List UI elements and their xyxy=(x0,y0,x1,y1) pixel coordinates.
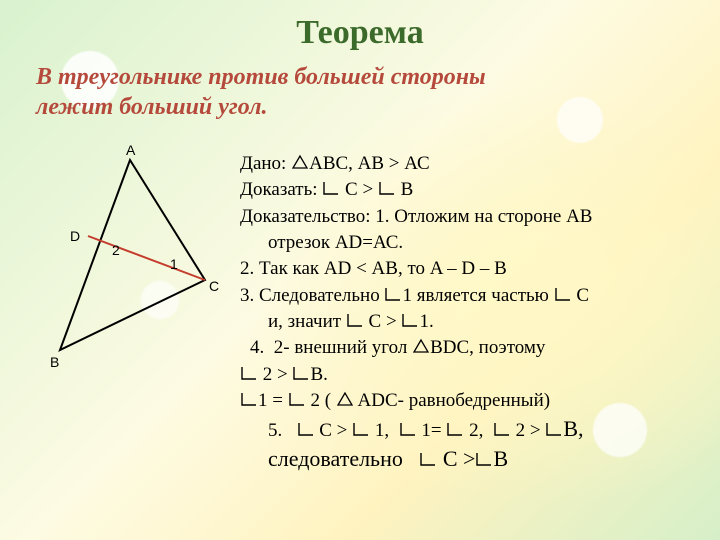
proof-4c: 1 = 2 ( ADC- равнобедренный) xyxy=(240,389,702,413)
triangle-diagram: A B C D 1 2 xyxy=(20,150,230,370)
proof-1a: Доказательство: 1. Отложим на стороне АВ xyxy=(240,205,702,229)
label-angle-2: 2 xyxy=(112,242,120,258)
proof-5b: следовательно С >В xyxy=(240,445,702,473)
proof-3a: 3. Следовательно 1 является частью С xyxy=(240,284,702,308)
proof-4b: 2 > В. xyxy=(240,363,702,387)
slide-title: Теорема xyxy=(0,0,720,52)
label-b: B xyxy=(50,354,59,370)
label-a: A xyxy=(126,142,135,158)
label-d: D xyxy=(70,228,80,244)
segment-dc xyxy=(88,236,205,280)
statement-line-2: лежит больший угол. xyxy=(36,94,268,120)
proof-3b: и, значит С > 1. xyxy=(240,310,702,334)
proof-body: Дано: АВС, АВ > АС Доказать: С > В Доказ… xyxy=(240,152,702,476)
proof-4a: 4. 2- внешний угол BDC, поэтому xyxy=(240,336,702,360)
diagram-svg xyxy=(20,150,230,370)
prove-line: Доказать: С > В xyxy=(240,178,702,202)
statement-line-1: В треугольнике против большей стороны xyxy=(36,64,486,90)
theorem-statement: В треугольнике против большей стороны ле… xyxy=(0,52,720,126)
proof-5a: 5. С > 1, 1= 2, 2 > В, xyxy=(240,415,702,443)
given-line: Дано: АВС, АВ > АС xyxy=(240,152,702,176)
proof-2: 2. Так как АD < АВ, то A – D – B xyxy=(240,257,702,281)
triangle-abc xyxy=(60,160,205,350)
proof-1b: отрезок АD=АС. xyxy=(240,231,702,255)
label-c: C xyxy=(209,278,219,294)
label-angle-1: 1 xyxy=(170,256,178,272)
